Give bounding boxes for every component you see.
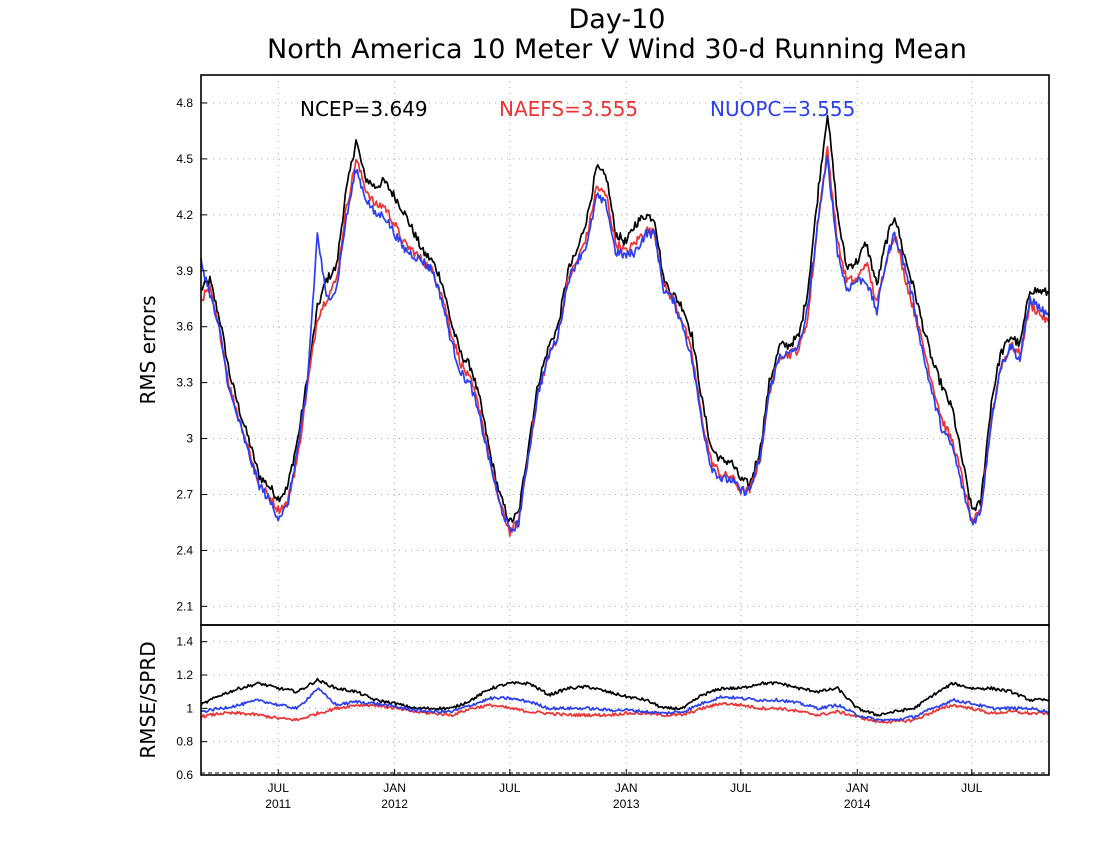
legend-nuopc: NUOPC=3.555 (710, 97, 855, 121)
top-y-tick-label-6: 3.9 (176, 264, 193, 278)
bottom-y-tick-labels: 0.6 0.8 1 1.2 1.4 (176, 635, 207, 782)
top-y-tick-label-1: 2.4 (176, 543, 193, 557)
bottom-gridlines (201, 625, 1049, 775)
top-y-tick-labels: 2.1 2.4 2.7 3 3.3 3.6 3.9 4.2 4.5 4.8 (176, 96, 207, 613)
top-series-line-ncep (200, 114, 1050, 523)
legend-naefs: NAEFS=3.555 (499, 97, 638, 121)
x-tick-month-5: JAN (846, 781, 869, 795)
chart-subtitle: North America 10 Meter V Wind 30-d Runni… (267, 34, 967, 65)
bottom-y-tick-label-0: 0.6 (176, 768, 193, 782)
chart-title: Day-10 (569, 4, 666, 35)
rms-errors-panel: 2.12.42.733.33.63.94.24.54.8 RMS errors … (136, 74, 1050, 626)
top-y-tick-label-8: 4.5 (176, 152, 193, 166)
top-y-axis-label: RMS errors (136, 295, 160, 404)
top-series-lines (200, 114, 1050, 537)
bottom-plot-frame (200, 624, 1050, 776)
x-tick-month-2: JUL (499, 781, 521, 795)
top-y-tick-label-2: 2.7 (176, 487, 193, 501)
top-y-tick-label-9: 4.8 (176, 96, 193, 110)
bottom-series-line-ncep (200, 677, 1050, 717)
bottom-y-tick-label-3: 1.2 (176, 668, 193, 682)
x-tick-month-1: JAN (383, 781, 406, 795)
top-y-tick-label-3: 3 (186, 432, 193, 446)
bottom-series-line-nuopc (200, 687, 1050, 723)
top-y-tick-label-0: 2.1 (176, 599, 193, 613)
x-tick-month-0: JUL (268, 781, 290, 795)
bottom-y-tick-label-1: 0.8 (176, 735, 193, 749)
x-tick-year-0: 2011 (265, 797, 291, 811)
x-tick-month-4: JUL (730, 781, 752, 795)
top-series-line-nuopc (200, 155, 1050, 533)
bottom-series-lines (200, 677, 1050, 724)
x-tick-year-3: 2013 (613, 797, 640, 811)
top-y-tick-label-7: 4.2 (176, 208, 193, 222)
top-y-tick-label-5: 3.6 (176, 320, 193, 334)
bottom-y-axis-label: RMSE/SPRD (136, 641, 160, 758)
x-tick-month-6: JUL (961, 781, 983, 795)
legend-ncep: NCEP=3.649 (300, 97, 428, 121)
bottom-y-tick-label-4: 1.4 (176, 635, 193, 649)
x-tick-month-3: JAN (615, 781, 638, 795)
top-y-tick-label-4: 3.3 (176, 376, 193, 390)
x-tick-year-1: 2012 (381, 797, 408, 811)
bottom-y-tick-label-2: 1 (186, 701, 193, 715)
x-tick-year-5: 2014 (844, 797, 871, 811)
bottom-series-line-naefs (200, 701, 1050, 724)
top-series-line-naefs (200, 145, 1050, 537)
x-tick-labels: JUL 2011 JAN 2012 JUL JAN 2013 JUL JAN 2014 JUL (265, 769, 983, 811)
